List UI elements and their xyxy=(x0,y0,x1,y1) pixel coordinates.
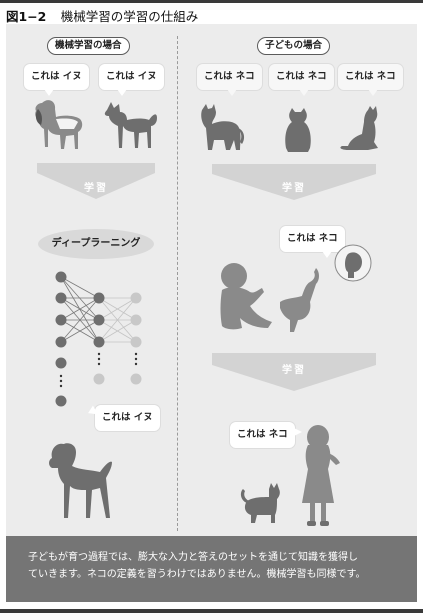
hidden-node xyxy=(93,336,105,348)
input-node xyxy=(55,395,67,407)
cat-bubble-1: これは ネコ xyxy=(197,64,262,96)
bubble-tail xyxy=(117,89,127,96)
figure-caption: 機械学習の学習の仕組み xyxy=(60,9,199,24)
top-rule xyxy=(0,0,423,3)
output-node xyxy=(130,373,142,385)
dog-output-bubble: これは イヌ xyxy=(86,405,160,431)
learning-arrow-left-label: 学習 xyxy=(84,183,108,194)
learning-arrow-right-top-label: 学習 xyxy=(282,183,306,194)
cat-bubble-3: これは ネコ xyxy=(338,64,403,96)
teacher-bubble: これは ネコ xyxy=(280,226,345,258)
learning-arrow-right-bottom-label: 学習 xyxy=(282,365,306,376)
dog-bubble-1: これは イヌ xyxy=(24,64,89,96)
input-node xyxy=(55,357,67,369)
hidden-node xyxy=(93,314,105,326)
girl-image xyxy=(302,425,340,526)
boxer-dog-image xyxy=(49,443,112,518)
caption-line-1: 子どもが育つ過程では、膨大な入力と答えのセットを通じて知識を獲得し xyxy=(28,552,358,563)
dog-output-bubble-text: これは イヌ xyxy=(102,412,153,423)
output-node xyxy=(130,292,142,304)
cat-bubble-1-text: これは ネコ xyxy=(204,71,255,82)
child-heading: 子どもの場合 xyxy=(257,37,331,55)
cat-output-bubble: これは ネコ xyxy=(230,422,302,448)
input-node xyxy=(55,292,67,304)
hidden-node-light xyxy=(93,373,105,385)
input-node xyxy=(55,314,67,326)
caption-line-2: ていきます。ネコの定義を習うわけではありません。機械学習も同様です。 xyxy=(28,569,366,580)
figure-number: 図1−2 xyxy=(6,9,47,24)
parent-face-image xyxy=(334,244,372,282)
input-node xyxy=(55,336,67,348)
cat-bubble-3-text: これは ネコ xyxy=(345,71,396,82)
bubble-tail xyxy=(44,89,54,96)
cat-bubble-2: これは ネコ xyxy=(269,64,334,96)
small-cat-image xyxy=(240,483,280,523)
cat-bubble-2-text: これは ネコ xyxy=(276,71,327,82)
learning-arrow-right-bottom xyxy=(212,353,376,391)
hidden-node xyxy=(93,292,105,304)
output-node xyxy=(130,336,142,348)
machine-learning-heading: 機械学習の場合 xyxy=(47,37,130,55)
bottom-rule xyxy=(0,609,423,613)
teacher-bubble-text: これは ネコ xyxy=(287,233,338,244)
deep-learning-label: ディープラーニング xyxy=(38,229,154,259)
shiba-dog-image xyxy=(104,102,157,148)
learning-arrow-right-top xyxy=(212,164,376,200)
bubble-tail xyxy=(299,89,309,96)
dog-bubble-2-text: これは イヌ xyxy=(106,71,157,82)
figure-title: 図1−2 機械学習の学習の仕組み xyxy=(6,6,198,25)
bubble-tail xyxy=(227,89,237,96)
cat-image-2 xyxy=(285,108,311,152)
caption-box: 子どもが育つ過程では、膨大な入力と答えのセットを通じて知識を獲得し ていきます。… xyxy=(6,536,417,602)
bubble-tail xyxy=(368,89,378,96)
neural-network-diagram xyxy=(55,271,142,407)
bubble-tail xyxy=(322,251,332,258)
column-divider xyxy=(177,36,178,531)
spaniel-dog-image xyxy=(35,100,83,149)
cat-image-1 xyxy=(201,104,245,150)
output-node xyxy=(130,314,142,326)
dog-bubble-2: これは イヌ xyxy=(99,64,164,96)
dog-bubble-1-text: これは イヌ xyxy=(31,71,82,82)
baby-with-cat-image xyxy=(220,263,319,332)
bubble-tail xyxy=(293,428,302,436)
learning-arrow-left xyxy=(37,163,155,199)
cat-image-3 xyxy=(340,106,378,150)
cat-output-bubble-text: これは ネコ xyxy=(237,429,288,440)
input-node xyxy=(55,271,67,283)
